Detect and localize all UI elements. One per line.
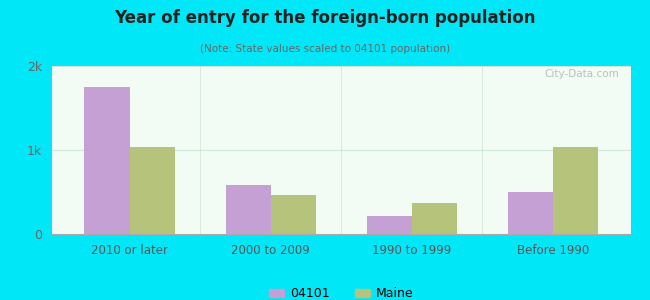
- Legend: 04101, Maine: 04101, Maine: [269, 287, 413, 300]
- Bar: [508, 192, 553, 234]
- Text: City-Data.com: City-Data.com: [544, 69, 619, 80]
- Bar: [129, 147, 175, 234]
- Bar: [367, 215, 412, 234]
- Bar: [84, 87, 129, 234]
- Bar: [270, 195, 316, 234]
- Bar: [412, 203, 457, 234]
- Bar: [553, 148, 598, 234]
- Bar: [226, 185, 270, 234]
- Text: (Note: State values scaled to 04101 population): (Note: State values scaled to 04101 popu…: [200, 44, 450, 53]
- Text: Year of entry for the foreign-born population: Year of entry for the foreign-born popul…: [114, 9, 536, 27]
